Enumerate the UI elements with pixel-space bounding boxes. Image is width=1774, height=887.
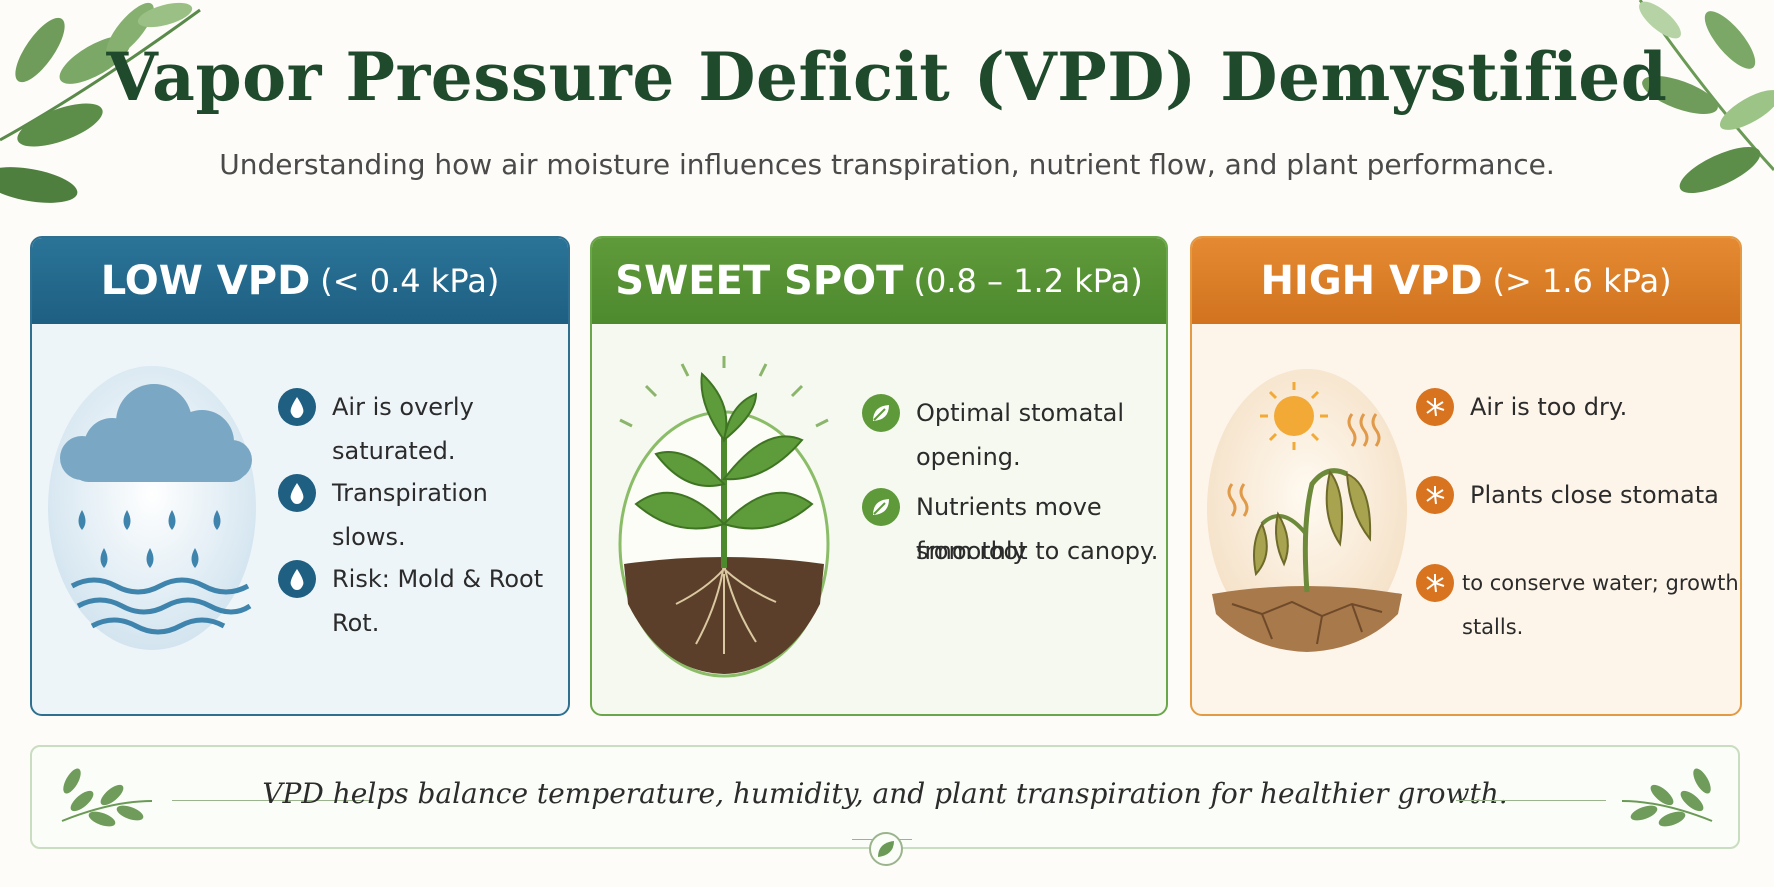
card-range: (0.8 – 1.2 kPa) (913, 262, 1143, 300)
card-heading: SWEET SPOT (615, 258, 904, 304)
list-item: Air is too dry. (1416, 388, 1627, 429)
leaf-icon (862, 394, 900, 432)
wilting-plant-illustration (1207, 369, 1407, 652)
list-item: Plants close stomata (1416, 476, 1719, 517)
leaf-emblem-icon (869, 832, 903, 866)
leaf-sprig-icon (1621, 768, 1713, 827)
leaf-branch-icon (1638, 0, 1774, 194)
dry-crack-icon (1416, 476, 1454, 514)
point-text: Transpiration slows. (332, 479, 488, 551)
water-drop-icon (278, 388, 316, 426)
card-heading: HIGH VPD (1260, 258, 1483, 304)
point-text: from root to canopy. (916, 537, 1159, 565)
dry-crack-icon (1416, 388, 1454, 426)
list-item: Transpiration slows. (278, 474, 568, 559)
card-header: HIGH VPD (> 1.6 kPa) (1192, 238, 1740, 324)
point-text: Nutrients move smoothly (916, 493, 1102, 565)
point-text: Risk: Mold & Root Rot. (332, 565, 544, 637)
list-item: to conserve water; growth stalls. (1416, 564, 1740, 649)
leaf-sprig-icon (61, 768, 153, 827)
leaf-icon (862, 488, 900, 526)
page-subtitle: Understanding how air moisture influence… (219, 148, 1555, 181)
card-header: LOW VPD (< 0.4 kPa) (32, 238, 568, 324)
divider (172, 800, 372, 801)
point-text: to conserve water; growth stalls. (1462, 571, 1739, 639)
rain-cloud-illustration (48, 366, 256, 650)
card-range: (> 1.6 kPa) (1492, 262, 1672, 300)
point-text: Air is overly saturated. (332, 393, 474, 465)
card-range: (< 0.4 kPa) (320, 262, 500, 300)
dry-crack-icon (1416, 564, 1454, 602)
water-drop-icon (278, 560, 316, 598)
page-title: Vapor Pressure Deficit (VPD) Demystified (106, 38, 1668, 116)
list-item: Risk: Mold & Root Rot. (278, 560, 568, 645)
card-heading: LOW VPD (100, 258, 311, 304)
point-text: Optimal stomatal opening. (916, 399, 1125, 471)
list-item: Nutrients move smoothly (862, 488, 1166, 573)
list-item: Air is overly saturated. (278, 388, 568, 473)
sun-icon (1260, 382, 1328, 450)
leaf-branch-icon (0, 2, 201, 203)
card-header: SWEET SPOT (0.8 – 1.2 kPa) (592, 238, 1166, 324)
footer-message: VPD helps balance temperature, humidity,… (262, 777, 1508, 810)
healthy-plant-illustration (618, 356, 830, 678)
divider (1456, 800, 1606, 801)
point-text: Air is too dry. (1470, 393, 1628, 421)
footer-banner: VPD helps balance temperature, humidity,… (30, 745, 1740, 849)
list-item-continuation: from root to canopy. (916, 532, 1158, 573)
water-drop-icon (278, 474, 316, 512)
low-vpd-card: LOW VPD (< 0.4 kPa) (30, 236, 570, 716)
high-vpd-card: HIGH VPD (> 1.6 kPa) (1190, 236, 1742, 716)
point-text: Plants close stomata (1470, 481, 1719, 509)
list-item: Optimal stomatal opening. (862, 394, 1166, 479)
sweet-spot-card: SWEET SPOT (0.8 – 1.2 kPa) (590, 236, 1168, 716)
